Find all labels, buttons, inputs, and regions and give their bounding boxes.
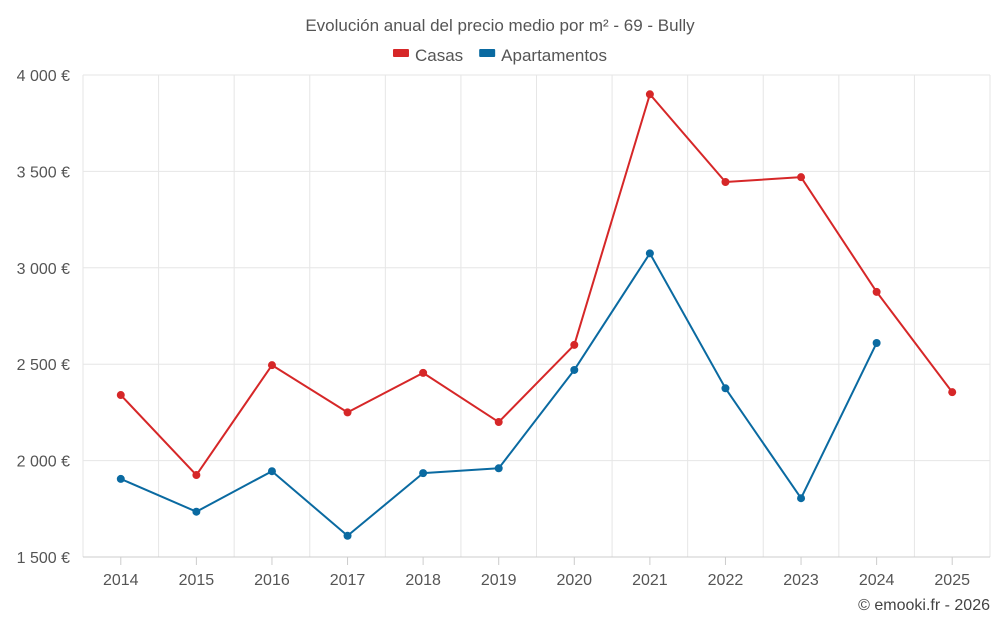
data-point-casas[interactable]: Casas 2019: 2200 € — [494, 418, 503, 427]
x-tick-label: 2019 — [481, 572, 517, 589]
data-point-casas[interactable]: Casas 2025: 2355 € — [948, 388, 957, 397]
x-tick-label: 2025 — [934, 572, 970, 589]
data-point-casas[interactable]: Casas 2024: 2875 € — [872, 287, 881, 296]
data-point-apartamentos[interactable]: Apartamentos 2020: 2470 € — [570, 365, 579, 374]
series-casas: Casas 2014: 2340 € Casas 2015: 1925 € Casa… — [116, 90, 957, 480]
data-point-apartamentos[interactable]: Apartamentos 2014: 1905 € — [116, 474, 125, 483]
data-point-casas[interactable]: Casas 2017: 2250 € — [343, 408, 352, 417]
legend-label: Casas — [415, 46, 463, 65]
data-point-casas[interactable]: Casas 2022: 3445 € — [721, 178, 730, 187]
data-point-casas[interactable]: Casas 2023: 3470 € — [797, 173, 806, 182]
data-point-apartamentos[interactable]: Apartamentos 2023: 1805 € — [797, 494, 806, 503]
legend[interactable]: Casas Apartamentos — [392, 46, 607, 65]
x-tick-label: 2024 — [859, 572, 895, 589]
x-tick-label: 2018 — [405, 572, 441, 589]
y-tick-label: 2 500 € — [17, 357, 70, 374]
x-tick-label: 2023 — [783, 572, 819, 589]
data-point-apartamentos[interactable]: Apartamentos 2016: 1945 € — [267, 467, 276, 476]
data-point-apartamentos[interactable]: Apartamentos 2018: 1935 € — [419, 469, 428, 478]
legend-swatch — [392, 49, 409, 57]
grid — [82, 74, 991, 557]
legend-item-casas[interactable]: Casas — [392, 46, 463, 65]
series: Casas 2014: 2340 € Casas 2015: 1925 € Casa… — [116, 90, 957, 540]
chart-title: Evolución anual del precio medio por m² … — [305, 16, 695, 35]
x-tick-label: 2020 — [556, 572, 592, 589]
credit-text: © emooki.fr - 2026 — [858, 597, 990, 614]
x-tick-label: 2021 — [632, 572, 668, 589]
y-tick-label: 3 000 € — [17, 261, 70, 278]
y-tick-label: 2 000 € — [17, 454, 70, 471]
data-point-casas[interactable]: Casas 2020: 2600 € — [570, 340, 579, 349]
x-tick-label: 2017 — [330, 572, 366, 589]
series-apartamentos: Apartamentos 2014: 1905 € Apartamentos 20… — [116, 249, 881, 540]
x-tick-label: 2022 — [708, 572, 744, 589]
series-line-casas — [120, 93, 954, 477]
data-point-casas[interactable]: Casas 2016: 2495 € — [267, 361, 276, 370]
data-point-casas[interactable]: Casas 2018: 2455 € — [419, 368, 428, 377]
data-point-apartamentos[interactable]: Apartamentos 2024: 2610 € — [872, 338, 881, 347]
legend-label: Apartamentos — [501, 46, 607, 65]
x-tick-label: 2016 — [254, 572, 290, 589]
data-point-apartamentos[interactable]: Apartamentos 2021: 3075 € — [645, 249, 654, 258]
data-point-apartamentos[interactable]: Apartamentos 2022: 2375 € — [721, 384, 730, 393]
legend-swatch — [479, 49, 496, 57]
x-tick-label: 2015 — [179, 572, 215, 589]
data-point-casas[interactable]: Casas 2021: 3900 € — [645, 90, 654, 99]
data-point-casas[interactable]: Casas 2015: 1925 € — [192, 471, 201, 480]
legend-item-apartamentos[interactable]: Apartamentos — [479, 46, 607, 65]
data-point-apartamentos[interactable]: Apartamentos 2019: 1960 € — [494, 464, 503, 473]
y-tick-label: 3 500 € — [17, 164, 70, 181]
axes: 1 500 € 2 000 € 2 500 € 3 000 € 3 500 € 4 000… — [17, 68, 990, 589]
data-point-apartamentos[interactable]: Apartamentos 2017: 1610 € — [343, 531, 352, 540]
data-point-apartamentos[interactable]: Apartamentos 2015: 1735 € — [192, 507, 201, 516]
x-tick-label: 2014 — [103, 572, 139, 589]
y-tick-label: 1 500 € — [17, 550, 70, 567]
y-tick-label: 4 000 € — [17, 68, 70, 85]
data-point-casas[interactable]: Casas 2014: 2340 € — [116, 391, 125, 400]
